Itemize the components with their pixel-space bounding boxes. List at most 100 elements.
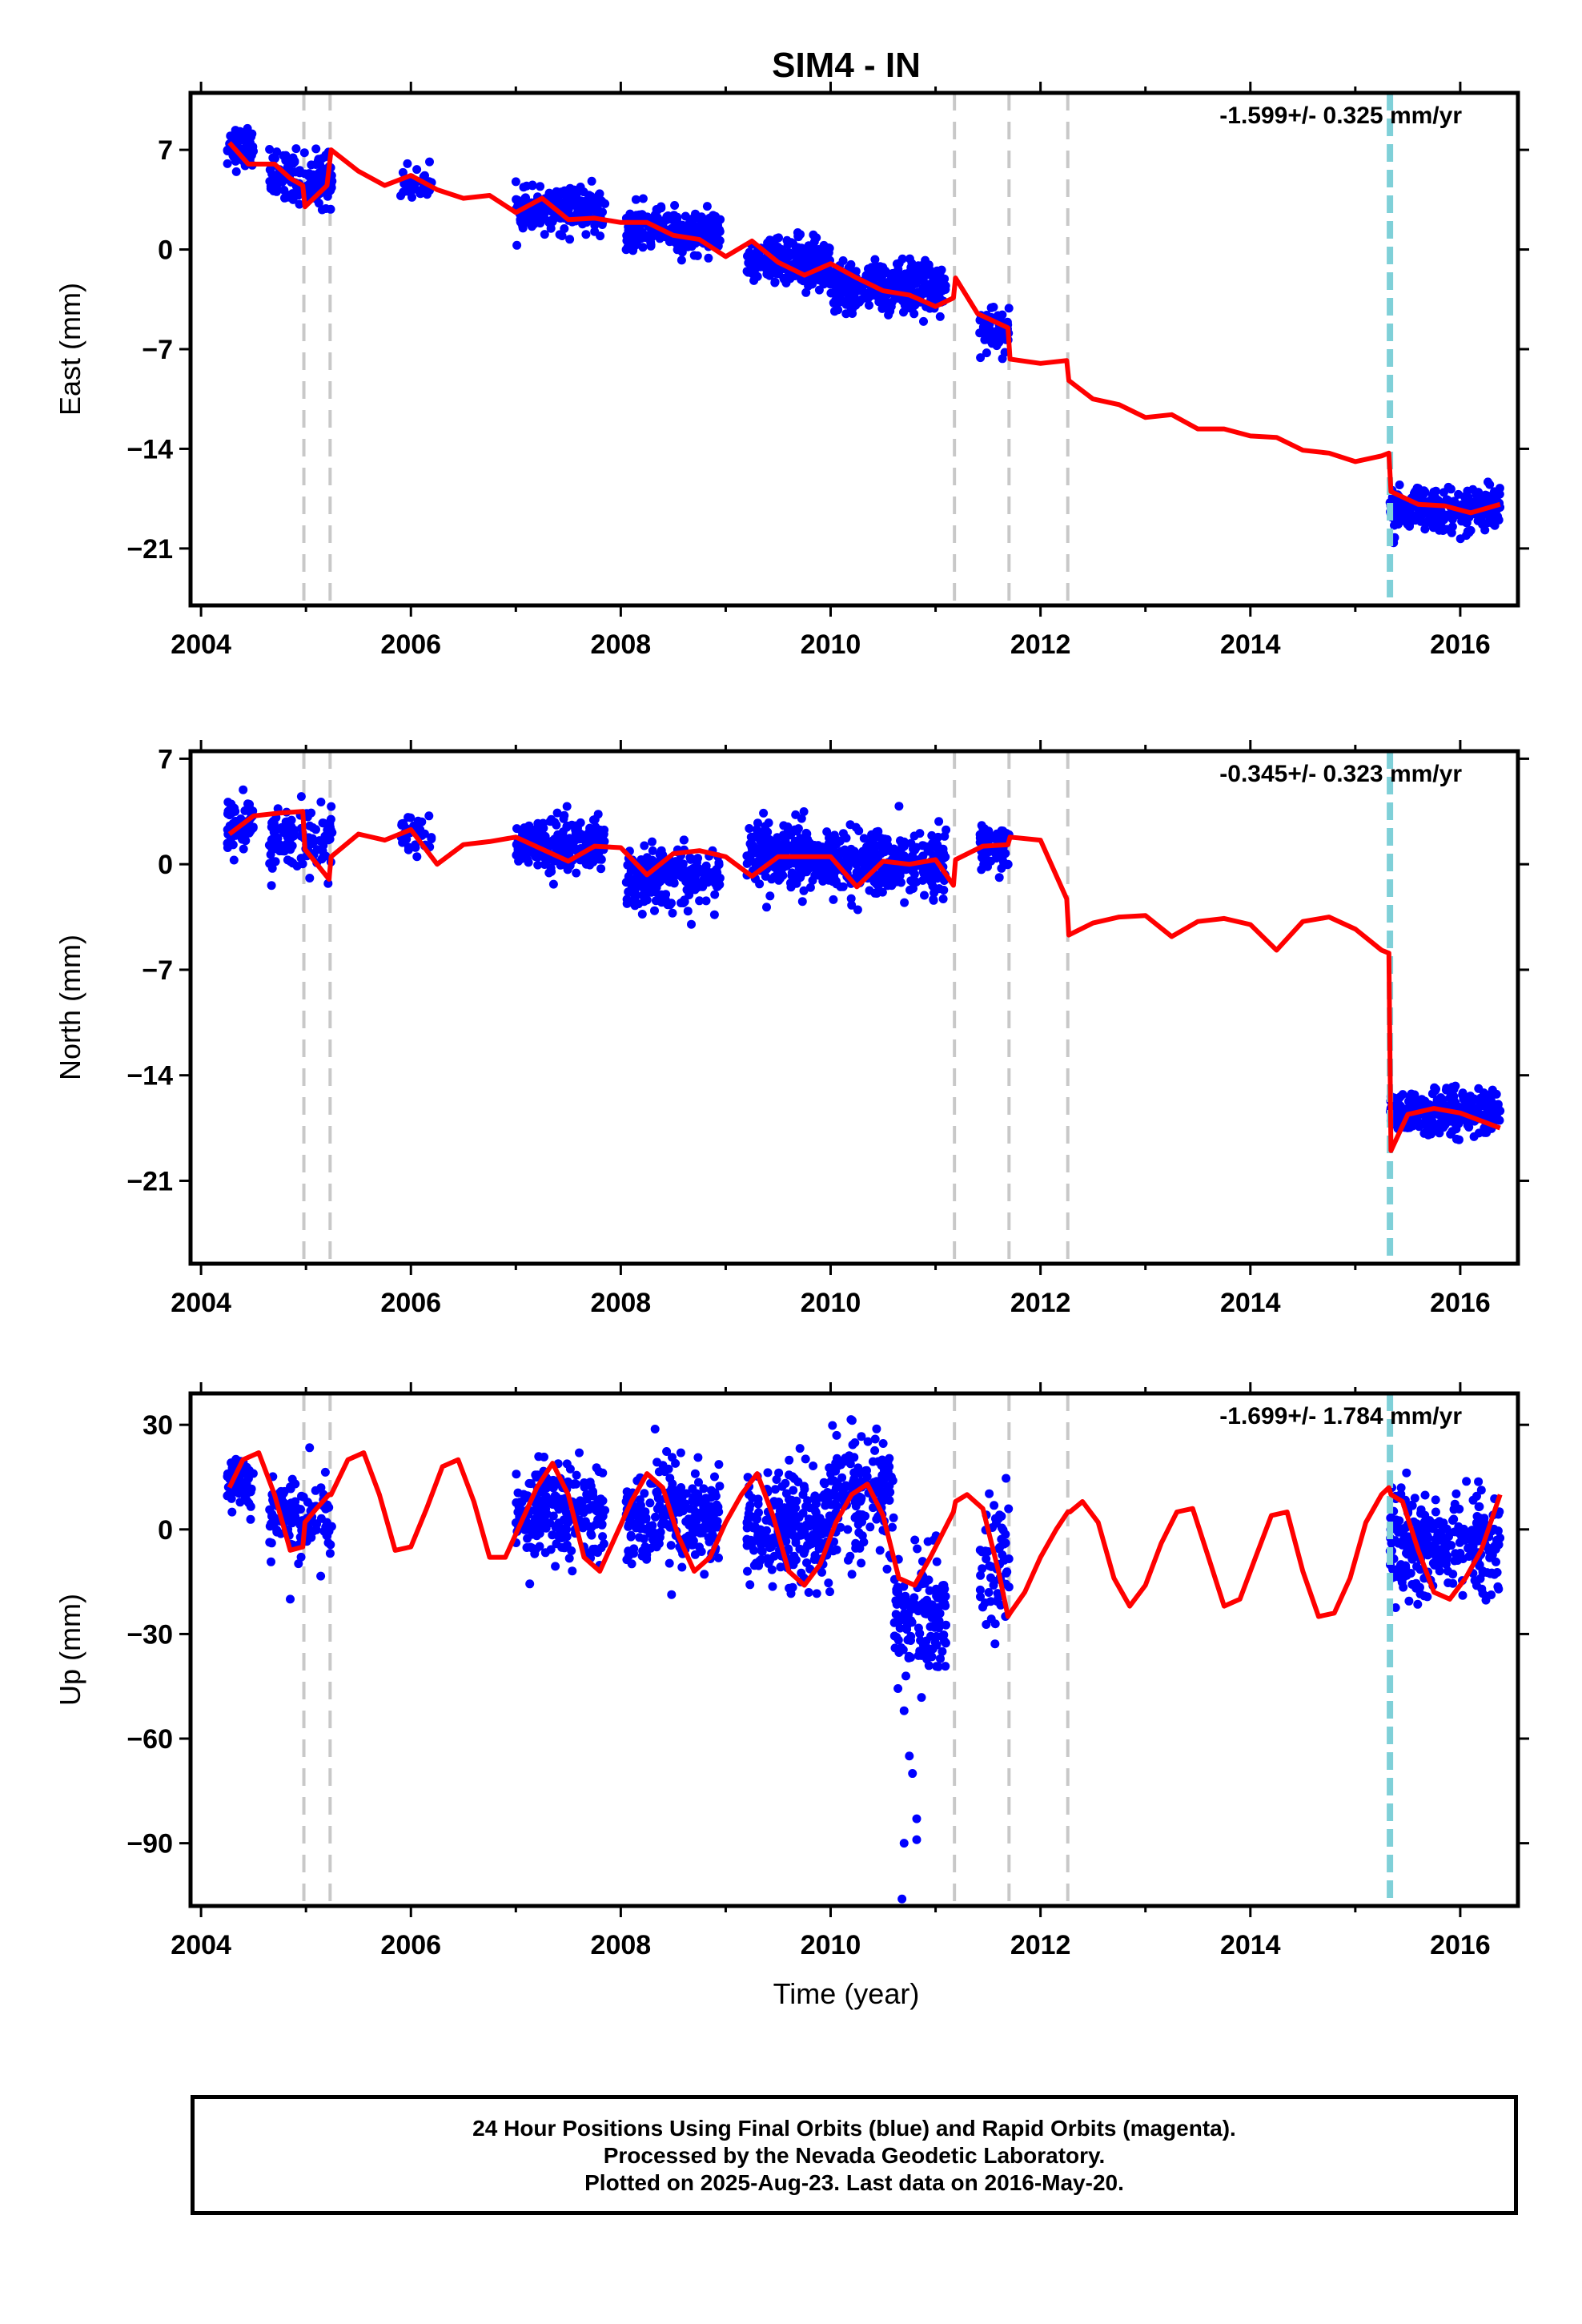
data-point — [650, 906, 659, 915]
data-point — [535, 833, 544, 842]
data-point — [597, 1520, 607, 1530]
data-point — [994, 873, 1004, 883]
data-point — [789, 1486, 798, 1495]
data-point — [658, 1509, 668, 1518]
data-point — [710, 1488, 720, 1498]
data-point — [938, 895, 948, 903]
data-point — [265, 1522, 275, 1531]
data-point — [565, 235, 575, 244]
data-point — [770, 277, 780, 287]
data-point — [540, 230, 549, 239]
data-point — [786, 1511, 796, 1520]
data-point — [811, 1538, 821, 1548]
data-point — [940, 1598, 950, 1608]
data-point — [680, 240, 689, 250]
data-point — [810, 1518, 819, 1528]
data-point — [685, 891, 694, 899]
data-point — [319, 838, 328, 847]
data-point — [986, 856, 996, 866]
data-point — [670, 201, 680, 210]
data-point — [770, 1485, 780, 1494]
data-point — [1462, 1477, 1472, 1486]
data-point — [810, 259, 820, 269]
data-point — [819, 1522, 828, 1531]
data-point — [319, 852, 328, 862]
data-point — [598, 1508, 607, 1518]
data-point — [748, 1537, 757, 1546]
data-point — [809, 237, 819, 247]
data-point — [636, 1501, 645, 1510]
data-point — [289, 1514, 299, 1523]
data-point — [789, 858, 799, 868]
data-point — [745, 854, 755, 863]
data-point — [223, 159, 232, 168]
data-point — [790, 1555, 800, 1565]
data-point — [909, 878, 918, 887]
data-point — [598, 1468, 608, 1478]
data-point — [682, 866, 692, 876]
data-point — [1454, 1113, 1464, 1123]
data-point — [713, 1517, 722, 1526]
data-point — [892, 273, 901, 283]
data-point — [1463, 1120, 1472, 1130]
data-point — [1405, 521, 1414, 531]
data-point — [743, 1520, 753, 1530]
data-point — [1492, 1535, 1501, 1545]
data-point — [832, 1430, 841, 1440]
data-point — [323, 1538, 333, 1547]
data-point — [982, 1620, 991, 1629]
data-point — [287, 841, 297, 850]
data-point — [660, 893, 669, 903]
data-point — [886, 302, 896, 312]
data-point — [1413, 1599, 1423, 1609]
data-point — [412, 852, 422, 862]
x-tick-label: 2004 — [171, 629, 231, 660]
data-point — [677, 1562, 687, 1572]
data-point — [765, 1543, 774, 1553]
data-point — [623, 876, 632, 886]
data-point — [804, 281, 813, 291]
data-point — [1403, 1546, 1412, 1556]
data-point — [1458, 1590, 1468, 1600]
data-point — [269, 823, 279, 833]
data-point — [651, 896, 661, 906]
data-point — [246, 1514, 255, 1524]
data-point — [920, 1609, 930, 1618]
data-point — [1412, 1113, 1422, 1123]
data-point — [1387, 1538, 1396, 1548]
data-point — [941, 1638, 950, 1648]
data-point — [990, 336, 1000, 345]
data-point — [857, 1477, 866, 1486]
data-point — [314, 199, 323, 208]
data-point — [899, 1601, 909, 1610]
data-point — [526, 1479, 536, 1489]
data-point — [665, 862, 675, 872]
data-point — [1454, 1135, 1464, 1144]
data-point — [398, 167, 408, 177]
data-point — [305, 821, 315, 830]
data-point — [822, 827, 832, 837]
data-point — [1446, 485, 1456, 494]
data-point — [756, 1529, 765, 1538]
data-point — [872, 1514, 881, 1524]
data-point — [982, 1554, 991, 1564]
data-point — [978, 1564, 987, 1574]
data-point — [896, 836, 905, 846]
data-point — [239, 785, 248, 794]
data-point — [524, 858, 533, 867]
data-point — [695, 896, 705, 906]
data-point — [548, 879, 558, 889]
figure-title: SIM4 - IN — [772, 46, 921, 85]
data-point — [652, 1487, 661, 1497]
data-point — [936, 1592, 946, 1602]
data-point — [1427, 1089, 1437, 1099]
data-point — [781, 1519, 791, 1529]
data-point — [562, 1525, 572, 1534]
data-point — [897, 1643, 906, 1653]
data-point — [1457, 517, 1467, 526]
data-point — [817, 1493, 826, 1502]
data-point — [757, 1546, 766, 1555]
data-point — [988, 329, 998, 339]
plot-area — [223, 751, 1505, 1264]
data-point — [986, 1614, 996, 1624]
